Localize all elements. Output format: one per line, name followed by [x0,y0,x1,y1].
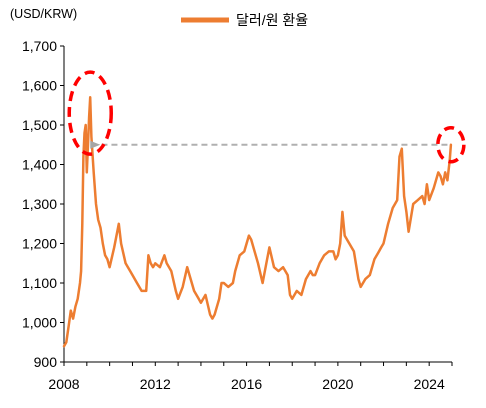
y-tick-label: 1,400 [22,157,57,173]
highlight-ellipse [436,126,466,164]
legend-label: 달러/원 환율 [236,12,308,28]
y-axis-unit-label: (USD/KRW) [10,7,77,21]
annotation-layer [67,70,466,164]
y-tick-label: 1,700 [22,38,57,54]
y-tick-label: 900 [34,354,58,370]
series-layer [62,96,453,348]
x-tick-label: 2016 [231,376,262,392]
y-tick-label: 1,200 [22,236,57,252]
y-axis: 900 1,000 1,100 1,200 1,300 1,400 1,500 1,600 1,… [22,38,65,370]
y-tick-label: 1,000 [22,315,57,331]
y-tick-label: 1,500 [22,117,57,133]
x-tick-label: 2008 [48,376,79,392]
y-tick-label: 1,100 [22,275,57,291]
y-tick-label: 1,300 [22,196,57,212]
series-line [62,96,453,348]
highlight-ellipse [67,70,113,156]
x-tick-label: 2012 [140,376,171,392]
x-tick-label: 2020 [322,376,353,392]
x-axis: 2008 2012 2016 2020 2024 [48,361,453,392]
y-tick-label: 1,600 [22,78,57,94]
x-tick-label: 2024 [414,376,445,392]
legend: 달러/원 환율 [181,12,308,28]
